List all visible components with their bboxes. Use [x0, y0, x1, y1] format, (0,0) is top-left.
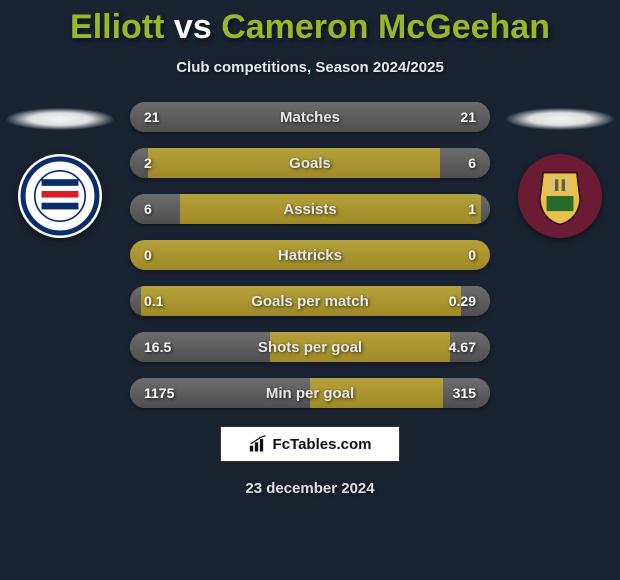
stat-bars: Matches2121 Goals26 Assists61 Hattricks00 Go…: [130, 102, 490, 408]
stat-bar: [130, 102, 490, 132]
right-club-crest: [518, 154, 602, 238]
brand-badge: FcTables.com: [220, 426, 400, 462]
comparison-title: Elliott vs Cameron McGeehan: [0, 0, 620, 47]
stat-fill-left: [130, 148, 148, 178]
stat-fill-right: [461, 286, 490, 316]
player2-name: Cameron McGeehan: [221, 8, 550, 46]
stat-fill-left: [130, 102, 310, 132]
date-text: 23 december 2024: [0, 480, 620, 497]
comparison-area: Matches2121 Goals26 Assists61 Hattricks00 Go…: [0, 102, 620, 408]
stat-bar: [130, 148, 490, 178]
stat-fill-left: [130, 332, 270, 362]
subtitle: Club competitions, Season 2024/2025: [0, 59, 620, 76]
stat-bar: [130, 240, 490, 270]
right-halo: [506, 108, 614, 130]
stat-fill-right: [481, 194, 490, 224]
left-club-crest: [18, 154, 102, 238]
stat-fill-right: [310, 102, 490, 132]
stat-fill-right: [443, 378, 490, 408]
stat-bar: [130, 378, 490, 408]
right-club-column: [500, 102, 620, 238]
stat-bar: [130, 332, 490, 362]
stat-fill-left: [130, 194, 180, 224]
stat-row: Shots per goal16.54.67: [130, 332, 490, 362]
stat-fill-left: [130, 378, 310, 408]
brand-text: FcTables.com: [273, 436, 372, 453]
left-halo: [6, 108, 114, 130]
brand-chart-icon: [249, 435, 269, 453]
stat-fill-left: [130, 286, 141, 316]
stat-row: Hattricks00: [130, 240, 490, 270]
left-club-column: [0, 102, 120, 238]
stat-row: Goals per match0.10.29: [130, 286, 490, 316]
player1-name: Elliott: [70, 8, 164, 46]
stat-bar: [130, 286, 490, 316]
stat-row: Matches2121: [130, 102, 490, 132]
stat-bar: [130, 194, 490, 224]
stat-row: Min per goal1175315: [130, 378, 490, 408]
stat-row: Goals26: [130, 148, 490, 178]
title-vs: vs: [174, 8, 212, 46]
stat-fill-right: [440, 148, 490, 178]
stat-row: Assists61: [130, 194, 490, 224]
stat-fill-right: [450, 332, 490, 362]
